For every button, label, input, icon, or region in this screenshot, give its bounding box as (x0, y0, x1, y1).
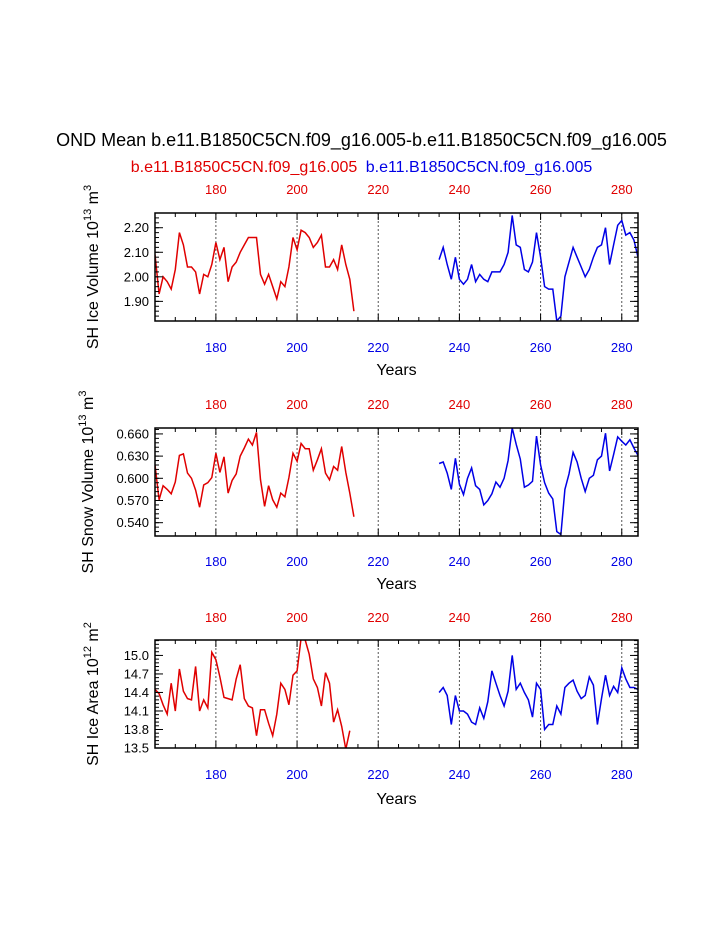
figure-title: OND Mean b.e11.B1850C5CN.f09_g16.005-b.e… (56, 130, 667, 150)
legend-blue-series: b.e11.B1850C5CN.f09_g16.005 (365, 159, 593, 176)
y-axis-title-part: 3 (82, 185, 94, 191)
x-tick-label-bottom: 220 (367, 554, 389, 569)
y-tick-label: 0.600 (116, 471, 149, 486)
y-tick-label: 14.1 (124, 703, 149, 718)
x-tick-label-bottom: 200 (286, 767, 308, 782)
y-tick-label: 2.20 (124, 220, 149, 235)
y-tick-label: 15.0 (124, 648, 149, 663)
x-tick-label-top: 240 (449, 397, 471, 412)
x-axis-title: Years (376, 362, 416, 379)
plot-frame (154, 427, 639, 537)
y-axis-title-part: SH Snow Volume 10 (80, 427, 97, 574)
y-axis-title: SH Ice Volume 1013 m3 (82, 185, 102, 349)
series-red-line (155, 432, 355, 517)
x-tick-label-bottom: 220 (367, 767, 389, 782)
y-axis-title: SH Ice Area 1012 m2 (82, 622, 102, 766)
legend: b.e11.B1850C5CN.f09_g16.005 b.e11.B1850C… (0, 159, 723, 177)
y-axis-title-part: 13 (82, 209, 94, 221)
chart-ice-area: 180 180 200 200 220 220 240 240 260 260 280 280 15.0… (82, 610, 639, 808)
y-axis-title-part: SH Ice Volume 10 (85, 221, 102, 349)
x-axis-title: Years (376, 791, 416, 808)
chart-snow-volume: 180 180 200 200 220 220 240 240 260 260 280 280 0.66… (77, 391, 639, 593)
x-tick-label-bottom: 260 (530, 767, 552, 782)
x-tick-label-top: 220 (367, 182, 389, 197)
x-tick-label-bottom: 220 (367, 340, 389, 355)
y-axis-title-part: m (80, 397, 97, 415)
chart-ice-volume: 180 180 200 200 220 220 240 240 260 260 280 280 2.20… (82, 182, 639, 379)
x-tick-label-bottom: 280 (611, 340, 633, 355)
y-tick-label: 1.90 (124, 294, 149, 309)
x-tick-label-top: 220 (367, 397, 389, 412)
x-tick-label-bottom: 180 (205, 340, 227, 355)
series-red-line (155, 640, 351, 748)
x-tick-label-bottom: 200 (286, 554, 308, 569)
x-tick-label-bottom: 180 (205, 767, 227, 782)
series-blue-line (438, 428, 638, 536)
x-tick-label-top: 260 (530, 610, 552, 625)
x-tick-label-bottom: 200 (286, 340, 308, 355)
x-tick-label-top: 240 (449, 182, 471, 197)
x-tick-label-bottom: 240 (449, 767, 471, 782)
x-tick-label-bottom: 280 (611, 767, 633, 782)
y-tick-label: 2.10 (124, 245, 149, 260)
y-axis-title-part: 2 (82, 622, 94, 628)
plot-frame (154, 639, 639, 749)
x-tick-label-bottom: 260 (530, 554, 552, 569)
series-red-line (155, 229, 355, 312)
x-tick-label-top: 200 (286, 182, 308, 197)
x-tick-label-top: 180 (205, 182, 227, 197)
x-tick-label-top: 200 (286, 610, 308, 625)
plot-frame (154, 212, 639, 322)
x-tick-label-top: 280 (611, 182, 633, 197)
x-tick-label-bottom: 240 (449, 340, 471, 355)
x-tick-label-top: 180 (205, 610, 227, 625)
y-axis-title-part: SH Ice Area 10 (85, 658, 102, 766)
y-axis-title-part: 13 (77, 414, 89, 426)
y-tick-label: 2.00 (124, 269, 149, 284)
y-axis-title-part: m (85, 628, 102, 646)
legend-red-series: b.e11.B1850C5CN.f09_g16.005 (130, 159, 358, 176)
x-axis-title: Years (376, 576, 416, 593)
y-axis-title-part: 12 (82, 646, 94, 658)
x-tick-label-top: 260 (530, 397, 552, 412)
series-blue-line (438, 655, 638, 732)
x-tick-label-bottom: 240 (449, 554, 471, 569)
y-tick-label: 0.570 (116, 493, 149, 508)
y-tick-label: 13.5 (124, 741, 149, 756)
y-axis-title-part: m (85, 191, 102, 209)
y-axis-title-part: 3 (77, 391, 89, 397)
x-tick-label-top: 180 (205, 397, 227, 412)
x-tick-label-bottom: 260 (530, 340, 552, 355)
x-tick-label-bottom: 280 (611, 554, 633, 569)
series-blue-line (438, 215, 638, 321)
x-tick-label-top: 280 (611, 610, 633, 625)
y-tick-label: 0.630 (116, 449, 149, 464)
x-tick-label-top: 200 (286, 397, 308, 412)
x-tick-label-top: 240 (449, 610, 471, 625)
x-tick-label-top: 220 (367, 610, 389, 625)
y-tick-label: 13.8 (124, 722, 149, 737)
y-tick-label: 14.7 (124, 666, 149, 681)
y-tick-label: 0.660 (116, 426, 149, 441)
x-tick-label-top: 260 (530, 182, 552, 197)
y-tick-label: 14.4 (124, 685, 149, 700)
y-tick-label: 0.540 (116, 515, 149, 530)
x-tick-label-bottom: 180 (205, 554, 227, 569)
y-axis-title: SH Snow Volume 1013 m3 (77, 391, 97, 574)
x-tick-label-top: 280 (611, 397, 633, 412)
